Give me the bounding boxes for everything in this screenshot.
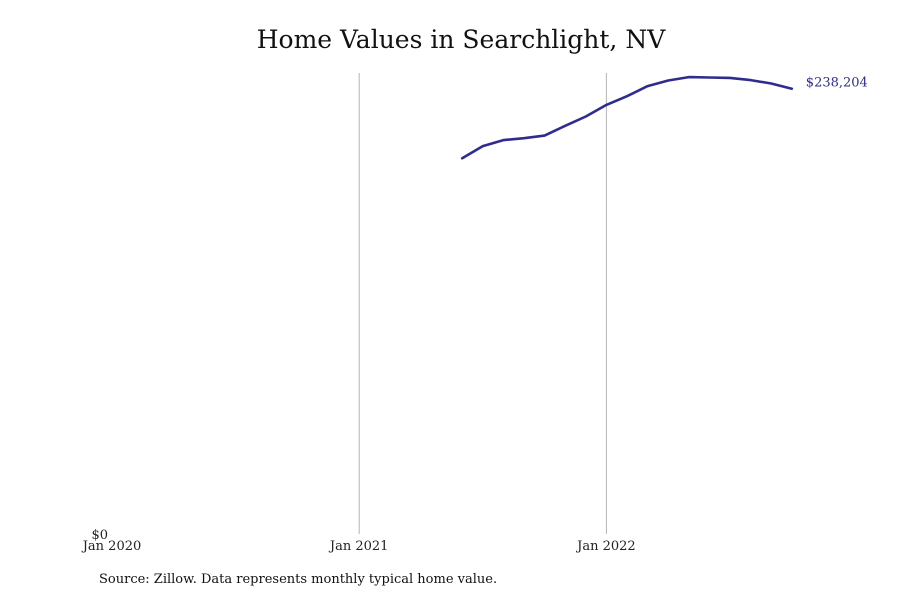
x-tick-label: Jan 2020 bbox=[81, 539, 142, 554]
chart-title: Home Values in Searchlight, NV bbox=[256, 25, 666, 54]
x-tick-label: Jan 2022 bbox=[575, 539, 636, 554]
x-tick-label: Jan 2021 bbox=[328, 539, 389, 554]
y-tick-label: $0 bbox=[91, 528, 108, 543]
series-line bbox=[460, 75, 794, 160]
source-note: Source: Zillow. Data represents monthly … bbox=[99, 572, 498, 587]
end-value-label: $238,204 bbox=[806, 76, 868, 91]
